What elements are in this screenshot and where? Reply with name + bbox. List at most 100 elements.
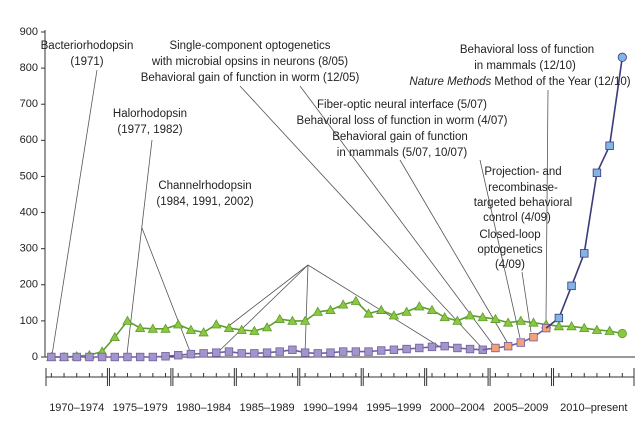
marker [325,304,336,314]
marker [299,315,311,325]
y-tick-label: 600 [20,134,38,146]
leader [479,159,521,339]
leader [51,69,98,356]
marker [198,327,209,337]
x-period-label: 2000–2004 [430,402,485,414]
marker [211,319,222,329]
annotation: (4/09) [495,259,525,271]
marker [148,352,158,362]
series-line [558,57,624,319]
annotation: Single-component optogenetics [169,40,330,52]
marker [287,315,298,325]
marker [453,343,462,353]
marker [426,304,438,314]
annotation: Behavioral loss of function [460,44,594,56]
leader [126,139,153,355]
marker [529,332,538,342]
marker [312,306,323,316]
marker [161,352,170,361]
marker [72,352,81,362]
marker [377,346,386,355]
x-period-label: 1970–1974 [49,402,104,414]
marker [553,320,565,331]
marker [414,301,425,311]
marker [591,324,603,334]
annotation-part: Nature Methods [409,76,491,88]
marker [491,343,500,353]
marker [401,306,412,316]
marker [288,345,297,354]
marker [174,350,183,360]
y-tick-label: 100 [20,315,38,327]
annotation: recombinase- [488,182,558,194]
x-period-label: 1985–1989 [240,402,295,414]
marker [503,341,513,351]
marker [185,324,197,334]
marker [363,308,374,318]
marker [212,348,221,357]
annotation: Projection- and [484,166,561,178]
x-period-label: 1975–1979 [113,402,168,414]
leader [545,89,549,321]
marker [440,341,449,351]
marker [364,347,373,356]
annotation: in mammals (12/10) [474,60,576,72]
marker [135,352,145,362]
marker [160,323,171,333]
annotation: (1984, 1991, 2002) [156,196,253,208]
leader [229,264,309,326]
y-tick-label: 900 [20,26,38,38]
leader [399,159,508,343]
marker [516,338,526,347]
x-period-label: 1980–1984 [176,402,231,414]
marker [249,325,260,335]
annotation: targeted behavioral [474,197,572,209]
marker [452,315,463,325]
marker [109,331,120,342]
marker [59,352,69,362]
marker [337,299,349,309]
marker [376,304,387,314]
leader-lines [51,69,549,356]
marker [237,349,246,358]
annotation: Channelrhodopsin [158,180,251,192]
leader [304,264,309,355]
marker [110,352,119,362]
y-tick-label: 800 [20,62,38,74]
marker [338,347,348,356]
y-tick-label: 400 [20,206,38,218]
leader [239,85,483,349]
marker [427,342,437,352]
marker [350,295,362,305]
marker [351,347,361,356]
annotation: Behavioral gain of function in worm (12/… [141,72,360,84]
y-tick-label: 300 [20,243,38,255]
annotation: (1977, 1982) [117,124,182,136]
marker [389,345,399,354]
marker [566,320,577,331]
marker [464,310,476,320]
marker [477,311,488,322]
marker [274,313,285,323]
marker [592,168,602,178]
marker [134,322,146,333]
marker [326,348,335,357]
annotation: optogenetics [477,244,542,256]
marker [605,141,614,150]
y-tick-label: 500 [20,170,38,182]
marker [502,317,514,327]
marker [300,348,310,357]
annotation: Behavioral loss of function in worm (4/0… [297,115,508,127]
annotation: Fiber-optic neural interface (5/07) [317,99,487,111]
marker [465,344,475,354]
marker [122,315,133,325]
annotation: Nature Methods Method of the Year (12/10… [409,76,630,88]
marker [223,322,235,333]
annotation: (1971) [70,56,103,68]
marker [250,349,259,358]
marker [402,344,411,354]
marker [388,310,400,320]
marker [275,347,284,356]
marker [604,325,615,335]
marker [415,343,424,353]
